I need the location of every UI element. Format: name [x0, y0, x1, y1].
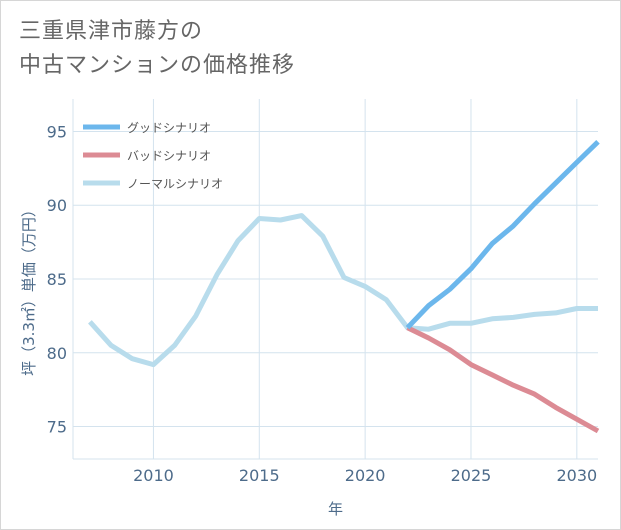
- x-axis-label: 年: [328, 500, 343, 518]
- y-tick-label: 80: [47, 344, 67, 363]
- title-line-2: 中古マンションの価格推移: [19, 53, 296, 78]
- y-tick-label: 90: [47, 196, 67, 215]
- tick-labels: 2010 2015 2020 2025 2030 75 80 85 90 95: [47, 122, 598, 485]
- x-tick-label: 2020: [345, 466, 386, 485]
- y-axis-label: 坪（3.3㎡）単価（万円）: [20, 202, 38, 376]
- series-line-normal: [88, 213, 598, 368]
- series-line-good: [405, 140, 600, 330]
- legend-label-normal: ノーマルシナリオ: [127, 177, 223, 191]
- series-lines: [88, 140, 600, 434]
- x-tick-label: 2025: [451, 466, 492, 485]
- x-tick-label: 2010: [133, 466, 174, 485]
- y-tick-label: 75: [47, 418, 67, 437]
- x-tick-label: 2030: [556, 466, 597, 485]
- series-line-bad: [406, 325, 600, 434]
- title-line-1: 三重県津市藤方の: [19, 19, 204, 44]
- plot-frame: [72, 99, 598, 460]
- page-title: 三重県津市藤方の 中古マンションの価格推移: [19, 15, 579, 83]
- y-tick-label: 85: [47, 270, 67, 289]
- y-tick-label: 95: [47, 122, 67, 141]
- x-tick-label: 2015: [239, 466, 280, 485]
- legend-label-good: グッドシナリオ: [127, 121, 211, 135]
- legend-label-bad: バッドシナリオ: [127, 149, 211, 163]
